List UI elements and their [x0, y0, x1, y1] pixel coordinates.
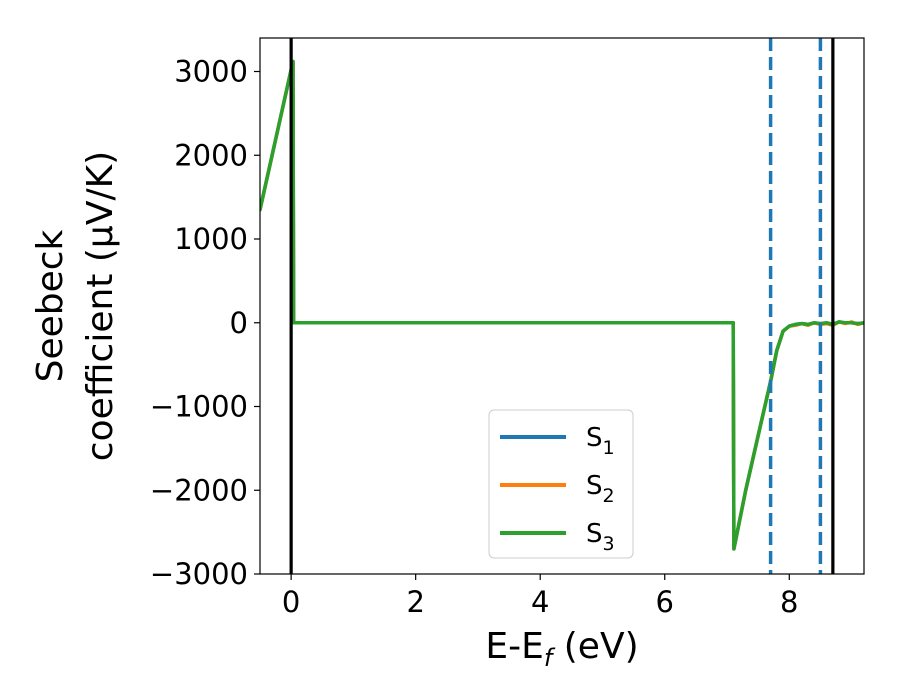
series-layer	[260, 59, 864, 551]
y-axis-label-line2: coefficient (μV/K)	[80, 151, 121, 461]
legend-label-s3: S3	[586, 519, 615, 555]
x-axis-label: E-Ef (eV)	[485, 626, 638, 672]
x-tick-label: 0	[282, 585, 300, 619]
plot-frame	[259, 37, 865, 575]
y-tick-label: 3000	[174, 55, 248, 89]
y-tick-label: −1000	[150, 390, 248, 424]
y-tick-label: −2000	[150, 473, 248, 507]
y-tick-label: 1000	[174, 222, 248, 256]
x-tick-label: 4	[531, 585, 549, 619]
y-tick-label: 2000	[174, 138, 248, 172]
legend-label-s1: S1	[586, 423, 615, 459]
x-tick-label: 8	[780, 585, 798, 619]
legend-label-s2: S2	[586, 471, 615, 507]
y-axis-label: Seebeck coefficient (μV/K)	[30, 151, 121, 461]
y-tick-label: 0	[230, 306, 248, 340]
legend: S1 S2 S3	[488, 409, 634, 559]
y-ticks: −3000 −2000 −1000 0 1000 2000 3000	[150, 55, 260, 591]
x-tick-label: 6	[656, 585, 674, 619]
y-axis-label-line1: Seebeck	[30, 229, 71, 382]
y-tick-label: −3000	[150, 557, 248, 591]
series-line-s3	[260, 59, 864, 551]
x-tick-label: 2	[406, 585, 424, 619]
vertical-lines-layer	[289, 38, 835, 574]
x-ticks: 0 2 4 6 8	[282, 574, 799, 619]
